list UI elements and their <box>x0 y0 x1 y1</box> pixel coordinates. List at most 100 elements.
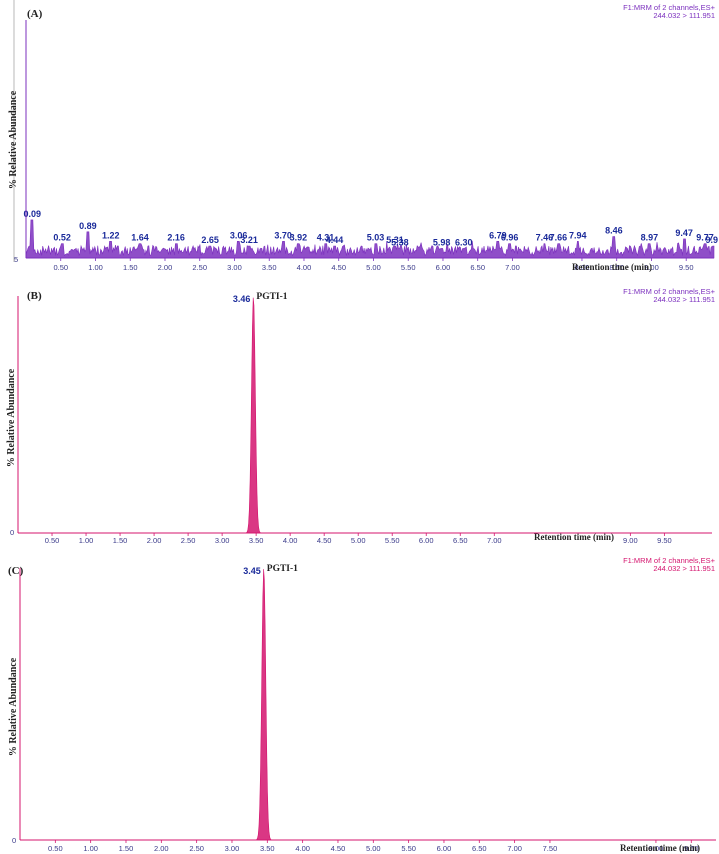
panel-a-peak-label: 8.46 <box>605 226 623 236</box>
panel-a-xtick-label: 9.50 <box>679 263 694 272</box>
panel-a-xtick-label: 4.00 <box>297 263 312 272</box>
panel-a-xtick-label: 6.50 <box>470 263 485 272</box>
panel-c-xlabel: Retention time (min) <box>620 843 700 853</box>
panel-a-peak-label: 4.31 <box>317 233 335 243</box>
panel-a-peak-label: 0.52 <box>53 233 71 243</box>
panel-b-xtick-label: 6.50 <box>453 536 468 545</box>
panel-a-peak-label: 6.79 <box>489 230 507 240</box>
panel-a-peak-label: 6.30 <box>455 237 473 247</box>
panel-b-peak-label: 3.46 <box>233 294 251 304</box>
panel-a-peak-label: 7.46 <box>536 233 554 243</box>
panel-a-xtick-label: 2.50 <box>192 263 207 272</box>
panel-a: (A) F1:MRM of 2 channels,ES+ 244.032 > 1… <box>8 0 718 272</box>
panel-a-peak-label: 3.06 <box>230 230 248 240</box>
panel-b-xtick-label: 3.50 <box>249 536 264 545</box>
panel-a-peak-label: 3.21 <box>240 235 258 245</box>
panel-b-xtick-label: 5.50 <box>385 536 400 545</box>
panel-c-channel: F1:MRM of 2 channels,ES+ <box>623 556 716 565</box>
panel-a-xlabel: Retention time (min) <box>572 262 652 272</box>
panel-a-peak-label: 5.38 <box>391 237 409 247</box>
panel-c-xtick-label: 9.00 <box>649 844 664 853</box>
panel-b-xtick-label: 9.50 <box>657 536 672 545</box>
panel-a-peak-label: 9.47 <box>675 228 693 238</box>
panel-b: (B) F1:MRM of 2 channels,ES+ 244.032 > 1… <box>6 287 716 545</box>
panel-a-xtick-label: 3.00 <box>227 263 242 272</box>
panel-a-label: (A) <box>27 8 43 20</box>
panel-a-xticks: 0.50 1.00 1.50 2.00 2.50 3.00 3.50 4.00 4.50 5.00… <box>53 258 694 272</box>
panel-c-xtick-label: 1.50 <box>119 844 134 853</box>
panel-a-peak-label: 2.16 <box>167 233 185 243</box>
panel-c-compound-label: PGTI-1 <box>267 564 298 574</box>
panel-c-transition: 244.032 > 111.951 <box>653 564 715 573</box>
panel-a-peak-label: 7.66 <box>550 233 568 243</box>
panel-a-peak-label: 0.09 <box>23 209 41 219</box>
panel-a-peak-label: 5.98 <box>433 237 451 247</box>
panel-c-ylabel: % Relative Abundance <box>8 657 19 756</box>
panel-a-xtick-label: 1.00 <box>88 263 103 272</box>
panel-a-peak-label: 0.89 <box>79 221 97 231</box>
panel-a-xtick-label: 9.00 <box>644 263 659 272</box>
panel-b-xtick-label: 4.00 <box>283 536 298 545</box>
panel-c-xtick-label: 2.50 <box>189 844 204 853</box>
panel-c-xtick-label: 6.50 <box>472 844 487 853</box>
panel-c-peak-label: 3.45 <box>243 566 261 576</box>
panel-c-xtick-label: 4.00 <box>295 844 310 853</box>
panel-c-xtick-label: 6.00 <box>437 844 452 853</box>
panel-c-xtick-label: 9.50 <box>684 844 699 853</box>
panel-b-transition: 244.032 > 111.951 <box>653 295 715 304</box>
panel-a-xtick-label: 1.50 <box>123 263 138 272</box>
panel-a-ytick: 5 <box>14 255 18 264</box>
panel-a-xtick-label: 3.50 <box>262 263 277 272</box>
panel-a-peak-label: 5.31 <box>386 235 404 245</box>
panel-b-xtick-label: 1.50 <box>113 536 128 545</box>
panel-b-xtick-label: 9.00 <box>623 536 638 545</box>
panel-c-trace <box>20 569 716 841</box>
panel-c-ytick: 0 <box>12 836 16 845</box>
panel-b-xtick-label: 0.50 <box>45 536 60 545</box>
panel-c-xtick-label: 2.00 <box>154 844 169 853</box>
panel-b-xtick-label: 7.00 <box>487 536 502 545</box>
panel-a-xtick-label: 8.50 <box>609 263 624 272</box>
panel-c-xtick-label: 0.50 <box>48 844 63 853</box>
panel-a-peak-label: 4.44 <box>326 235 344 245</box>
panel-a-ylabel: % Relative Abundance <box>8 90 19 189</box>
panel-c-xticks: 0.50 1.00 1.50 2.00 2.50 3.00 3.50 4.00 4.50 5.00… <box>48 840 699 853</box>
panel-a-peak-label: 8.97 <box>641 233 659 243</box>
panel-a-peak-labels: 0.09 0.52 0.89 1.22 1.64 2.16 2.65 3.063.21 3.70… <box>23 209 718 248</box>
panel-a-peak-label: 9.9 <box>705 235 718 245</box>
panel-a-xtick-label: 0.50 <box>53 263 68 272</box>
panel-c-xtick-label: 3.00 <box>225 844 240 853</box>
panel-c-xtick-label: 7.00 <box>507 844 522 853</box>
panel-b-xticks: 0.50 1.00 1.50 2.00 2.50 3.00 3.50 4.00 4.50 5.00… <box>45 533 672 545</box>
panel-b-ytick: 0 <box>10 528 14 537</box>
panel-a-channel: F1:MRM of 2 channels,ES+ <box>623 3 716 12</box>
panel-b-xtick-label: 2.00 <box>147 536 162 545</box>
panel-a-xtick-label: 5.00 <box>366 263 381 272</box>
panel-b-xtick-label: 1.00 <box>79 536 94 545</box>
panel-b-xtick-label: 2.50 <box>181 536 196 545</box>
panel-a-peak-label: 7.94 <box>569 230 587 240</box>
panel-a-xtick-label: 6.00 <box>436 263 451 272</box>
panel-a-xtick-label: 4.50 <box>331 263 346 272</box>
panel-a-transition: 244.032 > 111.951 <box>653 11 715 20</box>
panel-b-xtick-label: 3.00 <box>215 536 230 545</box>
panel-a-peak-label: 6.96 <box>501 233 519 243</box>
panel-a-peak-label: 9.77 <box>696 233 714 243</box>
panel-b-channel: F1:MRM of 2 channels,ES+ <box>623 287 716 296</box>
panel-a-peak-label: 5.03 <box>367 233 385 243</box>
panel-a-peak-label: 3.92 <box>290 233 308 243</box>
panel-a-peak-label: 1.64 <box>131 233 149 243</box>
panel-b-xtick-label: 4.50 <box>317 536 332 545</box>
panel-a-xtick-label: 2.00 <box>158 263 173 272</box>
panel-a-xtick-label: 8.00 <box>575 263 590 272</box>
panel-a-xtick-label: 5.50 <box>401 263 416 272</box>
panel-b-xlabel: Retention time (min) <box>534 532 614 542</box>
panel-c-xtick-label: 7.50 <box>543 844 558 853</box>
panel-c: (C) F1:MRM of 2 channels,ES+ 244.032 > 1… <box>8 556 716 853</box>
panel-c-xtick-label: 5.00 <box>366 844 381 853</box>
panel-b-trace <box>18 297 712 534</box>
panel-a-trace <box>25 219 715 259</box>
panel-b-ylabel: % Relative Abundance <box>6 368 17 467</box>
panel-b-xtick-label: 6.00 <box>419 536 434 545</box>
